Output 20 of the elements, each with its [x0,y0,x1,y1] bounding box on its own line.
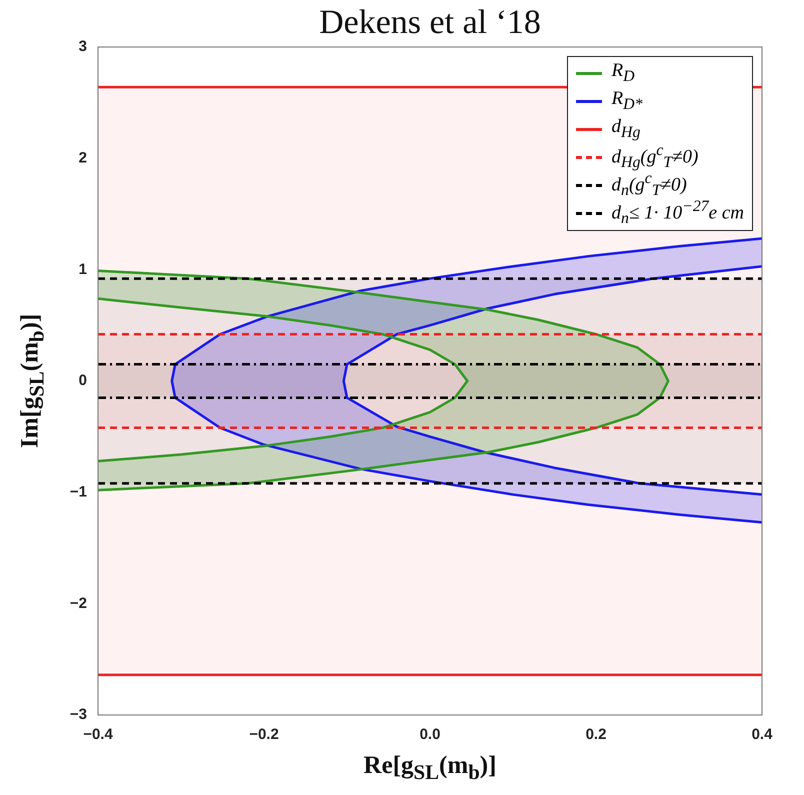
x-tick-label: 0.2 [586,726,606,744]
legend-label: d$_{n}$≤ 1· 10$^{−27}$e cm [612,198,744,228]
y-tick-label: −3 [70,706,87,724]
legend-label: R$_{D}$ [612,60,635,86]
x-tick-label: 0.4 [752,726,774,744]
x-axis-title: Re[g$_{S}$$_{L}$(m$_{b}$)] [362,752,498,785]
y-tick-label: 2 [78,149,87,166]
legend-label: d$_{n}$(g$^{c}$$_{T}$≠0) [612,170,687,200]
y-tick-label: 0 [78,372,87,390]
legend-label: R$_{D*}$ [612,88,642,114]
y-tick-label: −2 [70,594,87,612]
x-tick-label: −0.4 [83,726,114,744]
y-tick-label: −1 [70,483,87,500]
legend-label: d$_{Hg}$ [612,116,640,142]
y-tick-label: 1 [78,260,87,278]
x-tick-label: −0.2 [249,726,279,744]
x-tick-label: 0.0 [420,726,440,744]
chart-title: Dekens et al ‘18 [319,4,541,41]
legend-label: d$_{Hg}$(g$^{c}$$_{T}$≠0) [612,142,698,172]
y-tick-label: 3 [78,38,87,56]
